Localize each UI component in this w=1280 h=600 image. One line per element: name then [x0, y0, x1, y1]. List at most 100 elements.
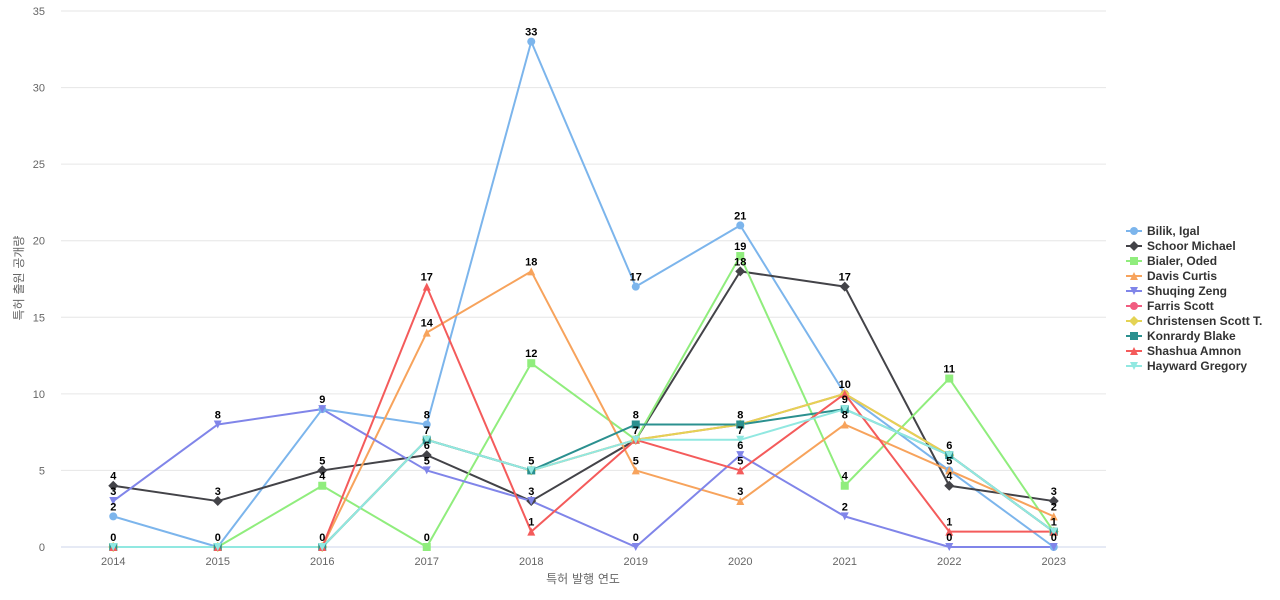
data-label: 1 [528, 517, 534, 529]
series-line [113, 270, 1055, 548]
series-marker [944, 480, 955, 491]
data-label: 5 [633, 455, 639, 467]
legend-item[interactable]: Bialer, Oded [1126, 254, 1217, 268]
y-tick-label: 35 [33, 6, 45, 18]
legend-item[interactable]: Davis Curtis [1126, 269, 1217, 283]
series-marker [945, 374, 954, 383]
series-marker [422, 328, 431, 337]
series-marker [527, 359, 536, 368]
series-marker [1049, 543, 1058, 551]
legend-item[interactable]: Christensen Scott T. [1126, 314, 1262, 328]
series-marker [736, 435, 745, 444]
data-label: 0 [1051, 532, 1057, 544]
y-tick-label: 10 [33, 389, 45, 401]
series-marker [527, 267, 536, 276]
series-line [113, 255, 1055, 548]
x-tick-label: 2022 [937, 556, 961, 568]
y-tick-label: 5 [39, 465, 45, 477]
data-label: 21 [734, 210, 746, 222]
legend-marker [1129, 241, 1139, 251]
series-marker [945, 527, 954, 536]
x-axis-title: 특허 발행 연도 [546, 571, 620, 586]
legend-marker [1130, 332, 1138, 340]
legend-label: Hayward Gregory [1147, 359, 1247, 373]
legend-marker [1130, 272, 1138, 280]
series-marker [212, 496, 223, 507]
series-marker [840, 481, 849, 490]
series-marker [736, 420, 745, 429]
data-label: 9 [319, 394, 325, 406]
series-marker [839, 281, 850, 292]
x-axis-ticks: 2014 2015 2016 2017 2018 2019 2020 2021 2022 2023 [101, 556, 1066, 568]
series-marker [945, 466, 954, 475]
series-marker [736, 497, 745, 506]
x-tick-label: 2014 [101, 556, 125, 568]
data-label: 17 [839, 272, 851, 284]
data-label: 3 [110, 486, 116, 498]
legend-label: Davis Curtis [1147, 269, 1217, 283]
x-tick-label: 2018 [519, 556, 543, 568]
data-label: 6 [737, 440, 743, 452]
series-marker [213, 543, 222, 551]
series-lines [112, 40, 1055, 548]
legend-label: Shuqing Zeng [1147, 284, 1227, 298]
y-tick-label: 25 [33, 159, 45, 171]
data-label: 10 [839, 379, 851, 391]
series-marker [1049, 527, 1058, 536]
series-marker [840, 512, 849, 521]
x-tick-label: 2016 [310, 556, 334, 568]
y-axis-title: 특허 출원 공개량 [12, 236, 26, 321]
series-marker [422, 466, 431, 475]
data-label: 0 [319, 532, 325, 544]
legend-item[interactable]: Konrardy Blake [1126, 329, 1236, 343]
data-label: 7 [424, 425, 430, 437]
series-marker [945, 543, 954, 551]
data-label: 12 [525, 348, 537, 360]
series-marker [109, 512, 118, 521]
legend-item[interactable]: Hayward Gregory [1126, 359, 1247, 373]
series-marker [318, 405, 327, 414]
legend-item[interactable]: Bilik, Igal [1126, 224, 1200, 238]
data-label: 5 [319, 455, 325, 467]
data-label: 4 [946, 471, 953, 483]
data-label: 4 [110, 471, 117, 483]
series-marker [631, 435, 640, 444]
series-line [113, 408, 1055, 548]
data-label: 1 [946, 517, 952, 529]
series-marker [422, 282, 431, 291]
series-marker [422, 435, 431, 444]
data-label: 5 [528, 455, 534, 467]
data-label: 33 [525, 27, 537, 39]
series-marker [736, 221, 745, 230]
series-marker [527, 466, 536, 475]
data-label: 3 [528, 486, 534, 498]
legend-item[interactable]: Schoor Michael [1126, 239, 1236, 253]
data-label: 0 [424, 532, 430, 544]
legend-item[interactable]: Shuqing Zeng [1126, 284, 1227, 298]
data-label: 4 [842, 471, 849, 483]
legend-label: Farris Scott [1147, 299, 1214, 313]
data-label: 7 [737, 425, 743, 437]
series-marker [108, 480, 119, 491]
x-tick-label: 2019 [624, 556, 648, 568]
data-label: 14 [421, 318, 434, 330]
series-marker [631, 282, 640, 291]
legend-item[interactable]: Farris Scott [1126, 299, 1214, 313]
y-tick-label: 30 [33, 83, 45, 95]
data-label: 8 [842, 409, 848, 421]
legend-label: Bilik, Igal [1147, 224, 1200, 238]
data-label: 3 [1051, 486, 1057, 498]
data-label: 2 [1051, 501, 1057, 513]
series-marker [631, 466, 640, 475]
data-label: 5 [946, 455, 952, 467]
legend-label: Konrardy Blake [1147, 329, 1236, 343]
data-label: 4 [319, 471, 326, 483]
x-tick-label: 2023 [1042, 556, 1066, 568]
data-label: 1 [1051, 517, 1057, 529]
series-marker [1048, 496, 1059, 507]
legend-item[interactable]: Shashua Amnon [1126, 344, 1241, 358]
series-marker [318, 543, 327, 551]
data-label: 5 [424, 455, 430, 467]
